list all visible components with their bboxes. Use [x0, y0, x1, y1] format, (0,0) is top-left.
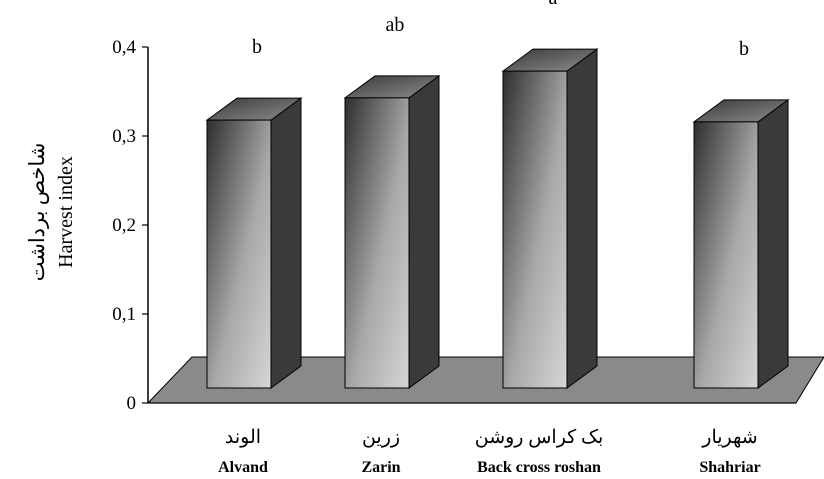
x-tick-label-en: Alvand [218, 459, 268, 475]
x-tick-label-fa: الوند [225, 427, 261, 448]
x-tick-label-en: Shahriar [699, 459, 760, 475]
y-axis-label-fa: شاخص برداشت [25, 143, 50, 282]
x-tick-label-fa: زرین [362, 427, 400, 448]
significance-letter: b [252, 36, 262, 58]
bar-side [408, 74, 440, 389]
bar-1 [205, 97, 303, 389]
x-tick-label-fa: بک کراس روشن [475, 427, 604, 448]
x-tick-label-en: Zarin [361, 459, 400, 475]
y-tick-label: 0,4 [112, 37, 136, 58]
bar-side [757, 98, 789, 389]
bar-side [270, 97, 302, 389]
x-tick-label-en: Back cross roshan [477, 459, 601, 475]
y-tick-label: 0,3 [112, 126, 136, 147]
y-tick-label: 0 [127, 393, 137, 414]
bar-front [693, 121, 759, 389]
y-tick-label: 0,2 [112, 215, 136, 236]
bar-4 [692, 98, 790, 389]
significance-letter: a [549, 0, 558, 9]
x-tick-label-fa: شهریار [701, 427, 757, 448]
y-axis-label-en: Harvest index [55, 156, 77, 268]
significance-letter: b [739, 38, 749, 60]
bar-front [206, 119, 272, 389]
bar-front [502, 70, 568, 389]
y-tick-label: 0,1 [112, 304, 136, 325]
significance-letter: ab [386, 14, 405, 36]
bar-front [344, 97, 410, 389]
bar-2 [343, 74, 441, 389]
bar-3 [501, 48, 599, 389]
bar-side [566, 48, 598, 389]
